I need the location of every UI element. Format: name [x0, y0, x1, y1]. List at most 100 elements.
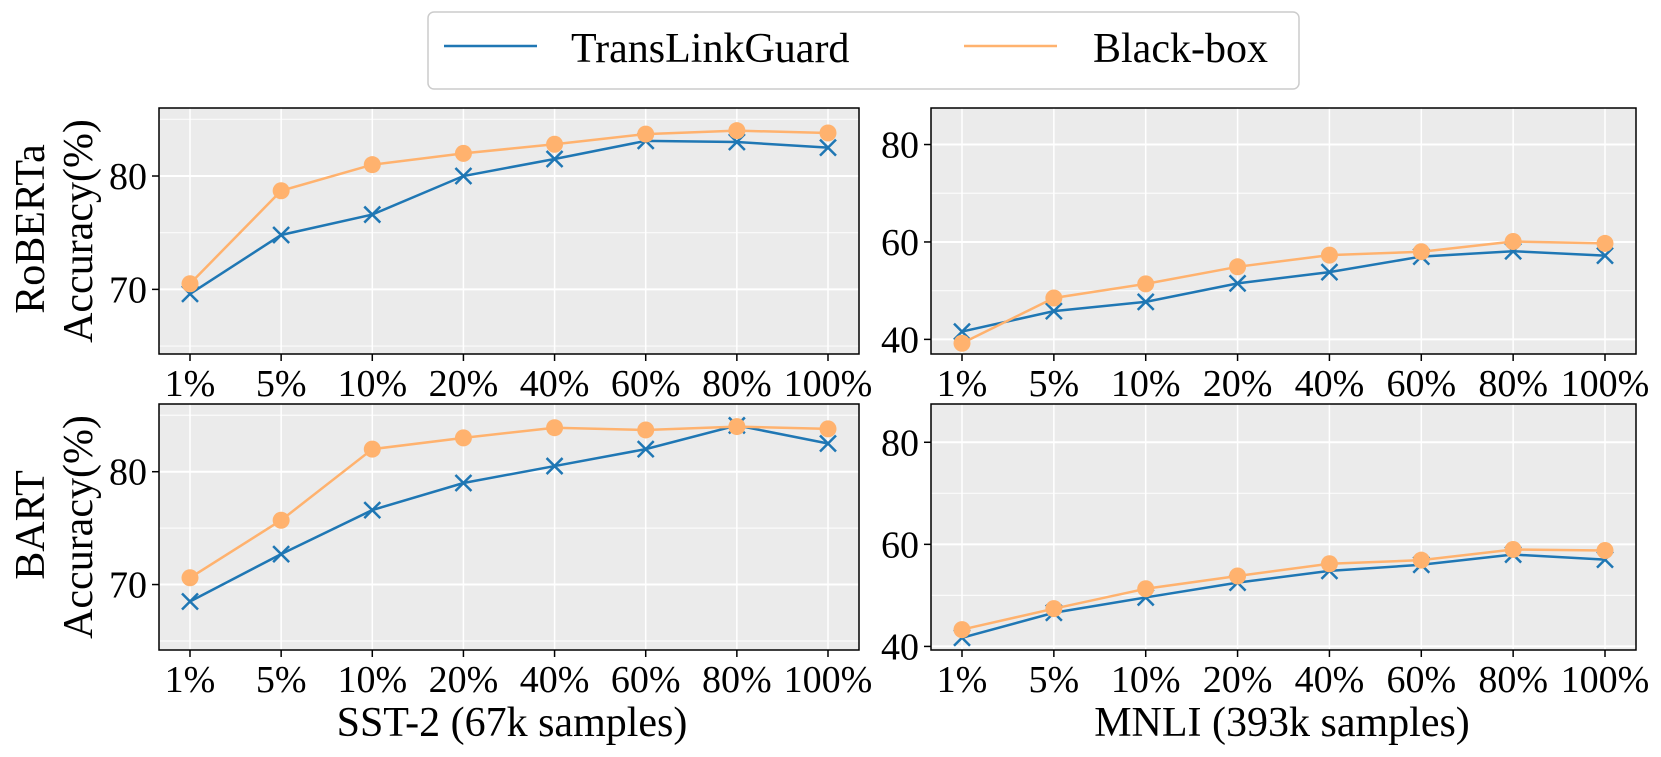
- y-axis-label: Accuracy(%): [56, 415, 102, 639]
- legend-label-blackbox: Black-box: [1093, 26, 1268, 72]
- x-tick-label: 100%: [1561, 659, 1650, 701]
- panel-background: [159, 108, 859, 354]
- point-blackbox: [1596, 234, 1614, 252]
- point-translinkguard: [181, 592, 199, 611]
- x-tick-label: 60%: [611, 363, 681, 405]
- x-tick-label: 60%: [1386, 659, 1456, 701]
- x-tick-label: 1%: [165, 363, 216, 405]
- series-line-blackbox: [961, 548, 1606, 631]
- x-tick-label: 100%: [1561, 363, 1650, 405]
- y-tick-label: 60: [881, 524, 919, 566]
- series-line-translinkguard: [189, 424, 829, 603]
- point-blackbox: [272, 511, 290, 529]
- x-tick-label: 20%: [429, 363, 499, 405]
- x-tick-label: 1%: [165, 659, 216, 701]
- point-blackbox: [728, 418, 746, 436]
- point-translinkguard: [819, 138, 837, 157]
- point-blackbox: [1229, 567, 1247, 585]
- point-blackbox: [1137, 275, 1155, 293]
- point-blackbox: [1320, 246, 1338, 264]
- point-translinkguard: [819, 434, 837, 453]
- point-blackbox: [546, 419, 564, 437]
- y-tick-label: 40: [881, 626, 919, 668]
- panel-bart-sst2: 70 80 1% 5% 10% 20% 40% 60% 80% 100% Accuracy(%): [56, 403, 873, 701]
- x-tick-label: 5%: [256, 659, 307, 701]
- point-blackbox: [546, 135, 564, 153]
- panel-roberta-sst2: 70 80 1% 5% 10% 20% 40% 60% 80% 100% Accuracy(%): [56, 107, 873, 405]
- point-blackbox: [637, 125, 655, 143]
- point-blackbox: [953, 621, 971, 639]
- point-translinkguard: [1596, 246, 1614, 265]
- point-blackbox: [181, 569, 199, 587]
- series-line-blackbox: [961, 240, 1606, 345]
- series-line-blackbox: [189, 129, 829, 285]
- y-tick-label: 60: [881, 222, 919, 264]
- x-tick-label: 80%: [1478, 659, 1548, 701]
- panel-frame: [930, 403, 1637, 651]
- point-translinkguard: [272, 226, 291, 244]
- x-tick-label: 60%: [1386, 363, 1456, 405]
- point-blackbox: [454, 144, 472, 162]
- legend-frame: [427, 11, 1300, 90]
- point-translinkguard: [272, 545, 291, 563]
- x-tick-label: 1%: [937, 363, 988, 405]
- point-translinkguard: [545, 150, 564, 168]
- x-tick-label: 100%: [784, 659, 873, 701]
- x-tick-label: 100%: [784, 363, 873, 405]
- panel-roberta-mnli: 40 60 80 1% 5% 10% 20% 40% 60% 80% 100%: [881, 107, 1650, 405]
- point-blackbox: [1596, 541, 1614, 559]
- point-blackbox: [1320, 555, 1338, 573]
- point-blackbox: [1045, 600, 1063, 618]
- point-blackbox: [728, 122, 746, 140]
- point-blackbox: [1504, 232, 1522, 250]
- y-tick-label: 40: [881, 319, 919, 361]
- point-translinkguard: [1228, 274, 1247, 293]
- x-tick-label: 60%: [611, 659, 681, 701]
- panel-bart-mnli: 40 60 80 1% 5% 10% 20% 40% 60% 80% 100%: [881, 403, 1650, 701]
- y-tick-label: 80: [109, 156, 147, 198]
- legend: TransLinkGuard Black-box: [427, 11, 1300, 90]
- point-blackbox: [1504, 540, 1522, 558]
- point-blackbox: [1229, 258, 1247, 276]
- row-label-roberta: RoBERTa: [8, 144, 54, 314]
- point-blackbox: [181, 275, 199, 293]
- x-tick-label: 5%: [256, 363, 307, 405]
- series-line-translinkguard: [189, 139, 829, 295]
- x-tick-label: 40%: [1295, 659, 1365, 701]
- series-line-translinkguard: [961, 553, 1606, 639]
- point-translinkguard: [636, 440, 655, 459]
- point-blackbox: [1412, 551, 1430, 569]
- legend-label-translinkguard: TransLinkGuard: [571, 26, 849, 72]
- x-tick-label: 20%: [1203, 363, 1273, 405]
- x-tick-label: 10%: [1111, 659, 1181, 701]
- y-axis-label: Accuracy(%): [56, 119, 102, 343]
- series-line-translinkguard: [961, 249, 1606, 333]
- point-translinkguard: [363, 501, 382, 519]
- y-tick-label: 80: [109, 452, 147, 494]
- x-tick-label: 20%: [1203, 659, 1273, 701]
- series-line-blackbox: [189, 425, 829, 579]
- point-translinkguard: [545, 457, 564, 475]
- point-blackbox: [454, 429, 472, 447]
- y-tick-label: 70: [109, 269, 147, 311]
- panel-frame: [158, 403, 860, 651]
- point-blackbox: [272, 182, 290, 200]
- point-translinkguard: [1044, 302, 1063, 321]
- point-blackbox: [819, 420, 837, 438]
- x-tick-label: 5%: [1029, 659, 1080, 701]
- point-blackbox: [819, 124, 837, 142]
- row-label-bart: BART: [8, 470, 54, 580]
- xlabel-mnli: MNLI (393k samples): [1094, 700, 1470, 746]
- y-tick-label: 80: [881, 422, 919, 464]
- x-tick-label: 40%: [520, 363, 590, 405]
- point-blackbox: [363, 440, 381, 458]
- point-translinkguard: [363, 205, 382, 224]
- x-tick-label: 5%: [1029, 363, 1080, 405]
- x-tick-label: 10%: [1111, 363, 1181, 405]
- point-blackbox: [1412, 243, 1430, 261]
- x-tick-label: 40%: [520, 659, 590, 701]
- point-translinkguard: [454, 167, 473, 185]
- y-tick-label: 70: [109, 565, 147, 607]
- y-tick-label: 80: [881, 125, 919, 167]
